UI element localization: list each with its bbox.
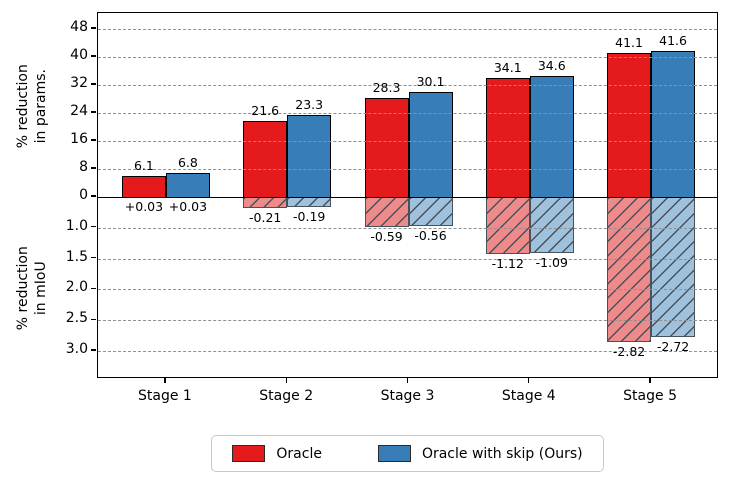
bar-skip-params-stage-1 <box>165 173 210 198</box>
x-axis-label-stage-5: Stage 5 <box>623 388 677 404</box>
zero-axis-line <box>98 197 717 198</box>
bottom-y-tick-label-1.0: 1.0 <box>65 217 88 234</box>
bar-oracle-miou-stage-5 <box>607 197 652 342</box>
legend-box: Oracle Oracle with skip (Ours) <box>211 435 604 472</box>
x-tickmark-1 <box>164 378 166 383</box>
bar-oracle-miou-stage-2 <box>243 197 288 208</box>
top-y-tick-label-16: 16 <box>70 131 88 147</box>
bottom-y-tick-label-1.5: 1.5 <box>65 248 88 265</box>
top-gridline-48 <box>98 29 717 30</box>
bar-oracle-params-stage-4 <box>485 77 530 198</box>
oracle-with-skip-color-swatch <box>377 445 411 462</box>
x-axis-label-stage-3: Stage 3 <box>380 388 435 404</box>
bottom-gridline-2.5 <box>98 320 717 322</box>
value-label-skip-params-stage-4: 34.6 <box>537 57 566 73</box>
top-y-tickmark-32 <box>91 83 96 85</box>
value-label-skip-params-stage-1: 6.8 <box>177 155 198 171</box>
top-y-axis-label-line1: % reduction <box>14 64 31 149</box>
top-y-tick-label-32: 32 <box>70 75 88 91</box>
bar-skip-params-stage-5 <box>651 51 696 198</box>
top-y-tick-label-24: 24 <box>70 103 88 119</box>
x-tickmark-4 <box>528 378 530 383</box>
bar-oracle-params-stage-3 <box>364 97 409 198</box>
value-label-skip-miou-stage-2: -0.19 <box>293 208 326 224</box>
bottom-y-tickmark-1.5 <box>91 256 96 259</box>
value-label-oracle-params-stage-5: 41.1 <box>615 35 643 51</box>
value-label-skip-params-stage-5: 41.6 <box>659 33 687 49</box>
bottom-gridline-3.0 <box>98 351 717 352</box>
legend-item-oracle: Oracle <box>232 445 322 462</box>
bar-skip-miou-stage-4 <box>529 197 574 253</box>
top-y-tickmark-40 <box>91 55 96 57</box>
top-gridline-32 <box>98 85 717 86</box>
x-axis-label-stage-2: Stage 2 <box>259 388 314 404</box>
value-label-skip-miou-stage-1: +0.03 <box>168 199 208 214</box>
bar-skip-params-stage-4 <box>529 75 574 198</box>
bar-oracle-params-stage-1 <box>121 175 166 198</box>
value-label-oracle-miou-stage-3: -0.59 <box>370 229 403 245</box>
legend-label-oracle: Oracle <box>276 445 322 462</box>
x-axis-label-stage-4: Stage 4 <box>501 388 556 404</box>
top-y-tickmark-0 <box>91 195 96 197</box>
x-axis-label-stage-1: Stage 1 <box>138 388 192 404</box>
bottom-gridline-1.0 <box>98 227 717 229</box>
oracle-color-swatch <box>232 445 266 462</box>
value-label-oracle-miou-stage-5: -2.82 <box>612 343 646 359</box>
top-gridline-8 <box>98 169 717 170</box>
top-y-tickmark-24 <box>91 111 96 113</box>
value-label-oracle-miou-stage-4: -1.12 <box>491 256 524 272</box>
bar-skip-miou-stage-5 <box>651 197 696 337</box>
bar-oracle-params-stage-2 <box>243 121 288 198</box>
value-label-skip-params-stage-3: 30.1 <box>416 73 445 89</box>
top-gridline-16 <box>98 141 717 142</box>
value-label-oracle-params-stage-4: 34.1 <box>493 59 522 75</box>
top-y-tick-label-0: 0 <box>79 187 88 203</box>
bottom-gridline-2.0 <box>98 289 717 291</box>
bar-skip-miou-stage-3 <box>408 197 453 226</box>
legend-item-oracle-with-skip: Oracle with skip (Ours) <box>377 445 583 462</box>
value-label-oracle-miou-stage-2: -0.21 <box>249 209 282 225</box>
value-label-skip-miou-stage-4: -1.09 <box>535 254 568 270</box>
bottom-y-tickmark-2.0 <box>91 287 96 290</box>
bar-skip-params-stage-3 <box>408 91 453 198</box>
bottom-gridline-1.5 <box>98 258 717 260</box>
bottom-y-tickmark-3.0 <box>91 349 96 351</box>
bottom-y-axis-label-line1: % reduction <box>14 246 31 331</box>
top-y-tickmark-48 <box>91 27 96 29</box>
value-label-oracle-miou-stage-1: +0.03 <box>124 199 164 214</box>
legend-label-oracle-with-skip: Oracle with skip (Ours) <box>421 445 583 462</box>
bottom-y-tick-label-3.0: 3.0 <box>65 341 88 357</box>
value-label-oracle-params-stage-2: 21.6 <box>251 103 280 119</box>
bottom-y-tickmark-1.0 <box>91 226 96 228</box>
value-label-oracle-params-stage-3: 28.3 <box>372 79 401 95</box>
top-y-tickmark-8 <box>91 167 96 169</box>
top-y-tick-label-40: 40 <box>70 47 88 63</box>
bar-skip-params-stage-2 <box>287 115 332 198</box>
legend: Oracle Oracle with skip (Ours) <box>97 435 718 472</box>
value-label-skip-miou-stage-5: -2.72 <box>656 338 690 354</box>
bar-oracle-miou-stage-4 <box>485 197 530 255</box>
bottom-y-tick-label-2.0: 2.0 <box>65 279 88 296</box>
x-tickmark-3 <box>406 378 409 383</box>
plot-area: 6.1 +0.03 6.8 +0.03 21.6 -0.21 23.3 -0.19 28.3 -0… <box>97 12 718 378</box>
bar-oracle-miou-stage-3 <box>364 197 409 228</box>
x-tickmark-2 <box>285 378 287 383</box>
bottom-y-tick-label-2.5: 2.5 <box>65 310 88 327</box>
top-gridline-40 <box>98 57 717 58</box>
bar-oracle-params-stage-5 <box>607 53 652 198</box>
value-label-skip-params-stage-2: 23.3 <box>295 97 324 113</box>
value-label-skip-miou-stage-3: -0.56 <box>414 227 447 243</box>
top-y-tick-label-8: 8 <box>79 159 88 175</box>
bar-skip-miou-stage-2 <box>287 197 332 207</box>
bottom-y-tickmark-2.5 <box>91 318 96 320</box>
top-y-tick-label-48: 48 <box>70 19 88 35</box>
top-gridline-24 <box>98 113 717 114</box>
value-label-oracle-params-stage-1: 6.1 <box>133 157 154 173</box>
top-y-tickmark-16 <box>91 139 96 141</box>
x-tickmark-5 <box>649 378 651 383</box>
